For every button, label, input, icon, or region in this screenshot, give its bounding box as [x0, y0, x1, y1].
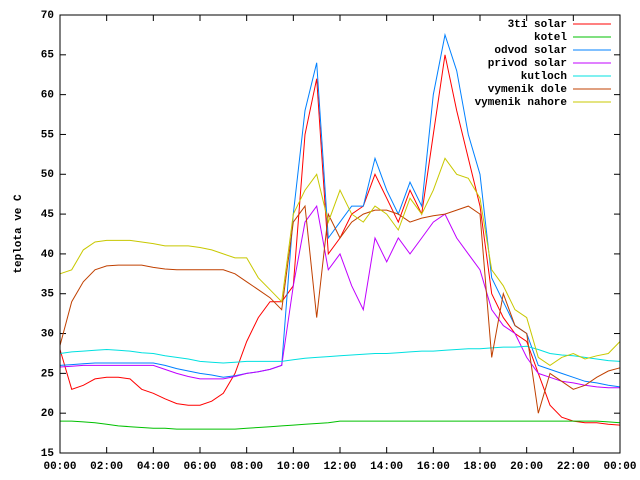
y-tick-label: 50	[41, 169, 54, 181]
y-tick-label: 25	[41, 368, 55, 380]
y-tick-label: 40	[41, 249, 54, 261]
y-tick-label: 15	[41, 448, 55, 460]
x-tick-label: 20:00	[510, 461, 543, 473]
y-tick-label: 20	[41, 408, 54, 420]
plot-border	[59, 14, 621, 454]
legend-label: 3ti solar	[508, 19, 567, 31]
series-line	[59, 345, 621, 364]
y-tick-label: 60	[41, 90, 54, 102]
series-line	[59, 204, 621, 414]
series-line	[59, 157, 621, 367]
x-tick-label: 16:00	[417, 461, 450, 473]
x-tick-label: 04:00	[137, 461, 170, 473]
legend-label: privod solar	[488, 58, 567, 70]
y-tick-label: 30	[41, 328, 54, 340]
legend-label: vymenik dole	[488, 84, 568, 96]
legend-label: kutloch	[521, 71, 567, 83]
y-tick-label: 45	[41, 209, 55, 221]
x-tick-label: 14:00	[370, 461, 403, 473]
y-tick-label: 65	[41, 50, 55, 62]
x-tick-label: 10:00	[277, 461, 310, 473]
series-line	[59, 204, 620, 389]
y-tick-label: 35	[41, 289, 55, 301]
x-tick-label: 08:00	[230, 461, 263, 473]
y-axis-label: teplota ve C	[13, 194, 25, 274]
x-tick-label: 00:00	[603, 461, 636, 473]
series-line	[60, 420, 621, 430]
x-tick-label: 18:00	[463, 461, 496, 473]
y-tick-label: 55	[41, 129, 55, 141]
x-tick-label: 00:00	[43, 461, 76, 473]
legend-label: odvod solar	[494, 45, 567, 57]
x-tick-label: 02:00	[90, 461, 123, 473]
x-tick-label: 12:00	[323, 461, 356, 473]
legend-label: vymenik nahore	[475, 97, 568, 109]
legend-label: kotel	[534, 32, 567, 44]
x-tick-label: 22:00	[557, 461, 590, 473]
x-tick-label: 06:00	[183, 461, 216, 473]
y-tick-label: 70	[41, 10, 54, 22]
